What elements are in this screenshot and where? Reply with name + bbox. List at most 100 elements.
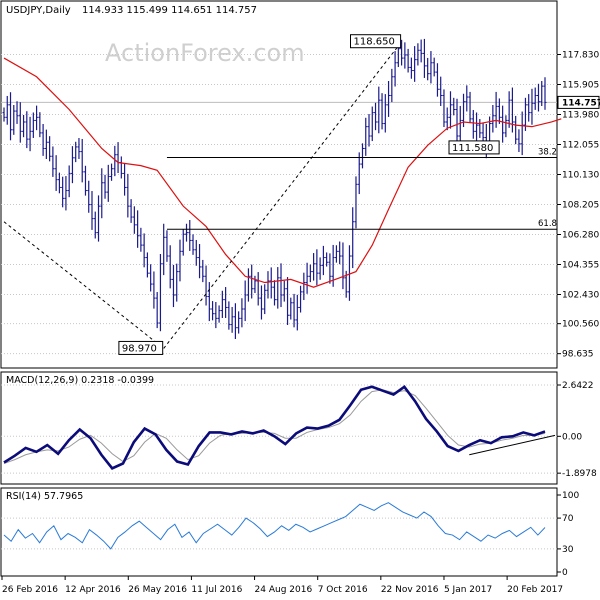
price-bar — [152, 271, 156, 309]
price-bar — [198, 244, 202, 279]
price-bar — [387, 80, 391, 117]
price-bar — [64, 176, 68, 211]
symbol-label: USDJPY,Daily — [6, 5, 71, 16]
price-bar — [233, 303, 237, 340]
price-bar — [15, 101, 19, 124]
price-bar — [12, 104, 16, 135]
price-bar — [90, 191, 94, 230]
price-bar — [211, 301, 215, 321]
current-price-label: 114.757 — [562, 98, 600, 108]
rsi-title: RSI(14) 57.7965 — [6, 491, 83, 502]
price-bar — [220, 290, 224, 318]
price-bar — [35, 105, 39, 131]
price-bar — [41, 124, 45, 156]
price-bar — [224, 287, 228, 318]
price-bar — [97, 195, 101, 242]
price-bar — [269, 267, 273, 299]
price-bar — [380, 93, 384, 130]
price-bar — [201, 259, 205, 283]
rsi-tick-label: 70 — [562, 514, 574, 524]
price-bar — [80, 138, 84, 183]
price-bar — [191, 234, 195, 255]
price-bar — [429, 51, 433, 84]
price-bar — [2, 107, 6, 122]
price-bar — [266, 271, 270, 299]
price-bar — [377, 86, 381, 134]
price-bar — [416, 43, 420, 66]
price-bar — [351, 207, 355, 269]
price-bar — [478, 119, 482, 138]
price-bar — [390, 68, 394, 103]
price-tick-label: 102.430 — [562, 291, 599, 301]
x-tick-label: 26 Feb 2016 — [2, 585, 58, 595]
price-bar — [106, 164, 110, 202]
price-bar — [491, 104, 495, 133]
price-bar — [22, 114, 26, 138]
dashed-line-up — [163, 41, 402, 349]
price-bar — [419, 39, 423, 63]
price-bar — [338, 241, 342, 265]
price-bar — [155, 292, 159, 329]
price-bar — [370, 106, 374, 142]
price-bar — [321, 245, 325, 276]
rsi-panel-frame — [0, 487, 558, 577]
ohlc-readout: 114.933 115.499 114.651 114.757 — [82, 5, 257, 16]
price-bar — [299, 285, 303, 313]
price-bar — [165, 230, 169, 262]
price-bar — [54, 155, 58, 191]
price-bar — [439, 76, 443, 107]
price-bar — [347, 245, 351, 301]
price-bar — [139, 227, 143, 252]
price-bar — [132, 206, 136, 234]
price-bar — [57, 172, 61, 194]
price-bar — [334, 245, 338, 263]
price-bar — [471, 109, 475, 139]
price-bar — [520, 111, 524, 156]
price-bar — [308, 264, 312, 283]
price-bar — [204, 265, 208, 306]
macd-panel: MACD(12,26,9) 0.2318 -0.0399 2.6422 0.00 -… — [0, 371, 597, 485]
price-bar — [302, 272, 306, 301]
price-bar — [175, 263, 179, 302]
moving-average-line — [3, 57, 562, 288]
macd-y-axis: 2.6422 0.00 -1.8978 — [557, 381, 597, 479]
price-bar — [259, 285, 263, 320]
price-bar — [149, 264, 153, 292]
price-bar — [28, 116, 32, 152]
price-bar — [31, 112, 35, 138]
retrace-low-label: 111.580 — [452, 143, 493, 154]
price-tick-label: 104.355 — [562, 261, 599, 271]
price-bar — [360, 143, 364, 169]
price-bar — [305, 262, 309, 294]
x-tick-label: 26 May 2016 — [128, 585, 187, 595]
price-tick-label: 98.635 — [562, 350, 594, 360]
fib-62-label: 61.8 — [538, 219, 557, 229]
price-bar — [318, 257, 322, 280]
price-bar — [18, 102, 22, 143]
price-tick-label: 117.830 — [562, 50, 599, 60]
price-bar — [185, 223, 189, 242]
price-bar — [113, 145, 117, 177]
x-tick-label: 22 Nov 2016 — [381, 585, 439, 595]
price-bar — [25, 111, 29, 149]
fib-38-label: 38.2 — [538, 148, 557, 158]
price-bar — [432, 57, 436, 77]
price-bar — [445, 107, 449, 131]
price-tick-label: 112.055 — [562, 141, 599, 151]
price-bar — [292, 293, 296, 328]
price-bar — [413, 46, 417, 82]
price-bar — [178, 239, 182, 282]
price-bar — [540, 80, 544, 107]
price-bar — [110, 163, 114, 181]
x-tick-label: 11 Jul 2016 — [191, 585, 242, 595]
price-bar — [158, 253, 162, 332]
macd-trendline — [469, 434, 556, 456]
price-bar — [475, 112, 479, 142]
macd-tick-label: 0.00 — [562, 432, 582, 442]
price-bar — [217, 305, 221, 323]
watermark: ActionForex.com — [105, 39, 305, 67]
price-tick-label: 108.205 — [562, 201, 599, 211]
price-bar — [517, 129, 521, 152]
price-bar — [70, 146, 74, 184]
price-bar — [536, 83, 540, 112]
